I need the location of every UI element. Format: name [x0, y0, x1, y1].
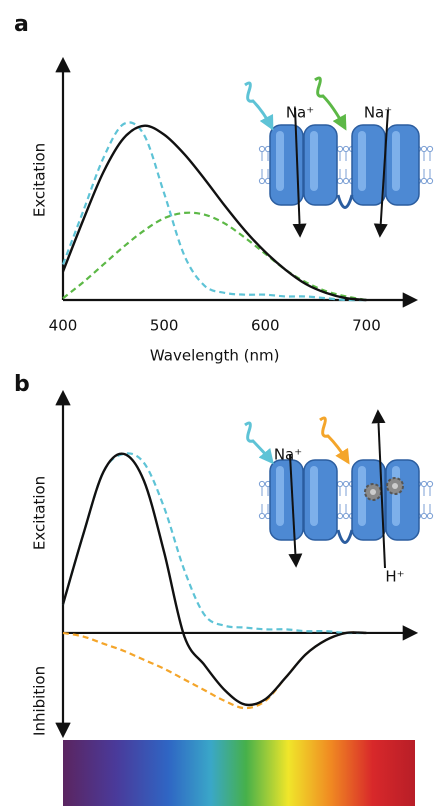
- y-axis-label: Excitation: [31, 143, 49, 217]
- lipid-head: [336, 512, 344, 520]
- channel-subunit: [303, 459, 338, 541]
- channel-subunit: [351, 124, 386, 206]
- light-arrow: [244, 421, 274, 465]
- lipid-head: [420, 177, 428, 185]
- channel-highlight: [358, 466, 366, 526]
- series-line: [62, 211, 367, 302]
- lipid-head: [336, 480, 344, 488]
- series-line: [61, 124, 367, 302]
- x-tick-label: 400: [49, 317, 78, 335]
- channel-highlight: [276, 131, 284, 191]
- lipid-head: [426, 512, 434, 520]
- lipid-head: [426, 480, 434, 488]
- ion-arrow: [373, 109, 389, 238]
- spectrum-bar: [63, 740, 415, 806]
- channel-highlight: [358, 131, 366, 191]
- lipid-head: [420, 512, 428, 520]
- panel-label: a: [14, 12, 29, 37]
- channel-linker: [336, 529, 354, 544]
- lipid-head: [258, 177, 266, 185]
- x-tick-label: 700: [352, 317, 381, 335]
- x-tick-label: 600: [251, 317, 280, 335]
- ion-arrow: [288, 454, 303, 568]
- ion-arrow: [292, 107, 307, 238]
- channel-subunit: [303, 124, 338, 206]
- channel-highlight: [276, 466, 284, 526]
- chromophore-core: [370, 489, 376, 495]
- x-tick-label: 500: [150, 317, 179, 335]
- channel-highlight: [392, 131, 400, 191]
- lipid-head: [258, 480, 266, 488]
- light-arrow: [244, 81, 274, 131]
- ion-arrow: [371, 409, 386, 569]
- lipid-head: [336, 145, 344, 153]
- lipid-head: [342, 512, 350, 520]
- ion-label: H⁺: [385, 568, 404, 586]
- ion-label: Na⁺: [274, 446, 302, 464]
- chromophore-core: [392, 483, 398, 489]
- lipid-head: [426, 177, 434, 185]
- lipid-head: [342, 145, 350, 153]
- light-arrow: [314, 76, 347, 131]
- series-line: [61, 452, 367, 707]
- ion-label: Na⁺: [286, 104, 314, 122]
- ion-label: Na⁺: [364, 104, 392, 122]
- x-axis-label: Wavelength (nm): [150, 347, 280, 365]
- panel-label: b: [14, 372, 30, 397]
- series-line: [61, 121, 367, 302]
- lipid-head: [258, 145, 266, 153]
- channel-highlight: [310, 466, 318, 526]
- light-arrow: [319, 416, 350, 465]
- lipid-head: [336, 177, 344, 185]
- y-axis-label: Excitation: [31, 476, 49, 550]
- lipid-head: [420, 145, 428, 153]
- channel-linker: [336, 194, 354, 209]
- channel-subunit: [385, 459, 420, 541]
- lipid-head: [258, 512, 266, 520]
- channel-highlight: [310, 131, 318, 191]
- lipid-head: [420, 480, 428, 488]
- channel-subunit: [269, 459, 304, 541]
- y-axis-label-negative: Inhibition: [31, 666, 49, 736]
- lipid-head: [342, 177, 350, 185]
- lipid-head: [426, 145, 434, 153]
- channel-highlight: [392, 466, 400, 526]
- channel-subunit: [385, 124, 420, 206]
- lipid-head: [342, 480, 350, 488]
